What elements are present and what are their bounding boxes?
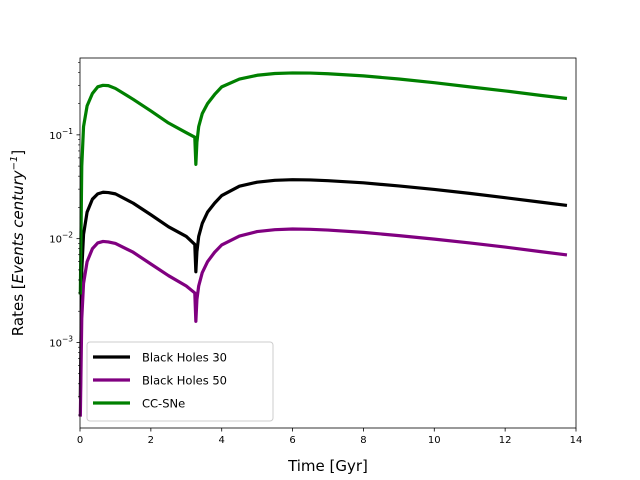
x-tick-label: 12 xyxy=(499,435,512,446)
series-line-2 xyxy=(78,227,568,417)
x-axis: 0 2 4 6 8 10 12 14 xyxy=(77,428,583,446)
legend-box xyxy=(86,341,274,422)
legend-label-2: Black Holes 50 xyxy=(142,374,227,388)
plot-frame xyxy=(79,57,577,429)
series-layer xyxy=(78,71,568,417)
y-tick-label: 10−1 xyxy=(49,127,73,142)
y-axis-label-prefix: Rates [ xyxy=(9,283,27,336)
y-axis-label-suffix: ] xyxy=(9,150,27,156)
x-tick-label: 2 xyxy=(148,435,154,446)
legend-label-3: CC-SNe xyxy=(142,397,185,411)
legend-items: Black Holes 30 Black Holes 50 CC-SNe xyxy=(93,351,227,411)
legend: Black Holes 30 Black Holes 50 CC-SNe xyxy=(86,341,274,422)
y-tick-label: 10−2 xyxy=(49,231,73,246)
x-tick-label: 8 xyxy=(360,435,366,446)
x-axis-label: Time [Gyr] xyxy=(287,457,368,475)
x-tick-label: 0 xyxy=(77,435,83,446)
x-tick-label: 6 xyxy=(289,435,295,446)
y-axis-label-italic: Events century xyxy=(9,169,27,283)
x-tick-label: 10 xyxy=(428,435,441,446)
y-axis-label: Rates [Events century−1] xyxy=(9,150,27,336)
series-line-1 xyxy=(78,178,568,399)
x-tick-label: 14 xyxy=(570,435,583,446)
y-axis-label-exponent: −1 xyxy=(9,156,20,171)
x-tick-label: 4 xyxy=(219,435,225,446)
series-line-3 xyxy=(78,71,568,295)
y-tick-label: 10−3 xyxy=(49,334,73,349)
y-axis: 10−3 10−2 10−1 xyxy=(49,61,80,416)
legend-label-1: Black Holes 30 xyxy=(142,351,227,365)
